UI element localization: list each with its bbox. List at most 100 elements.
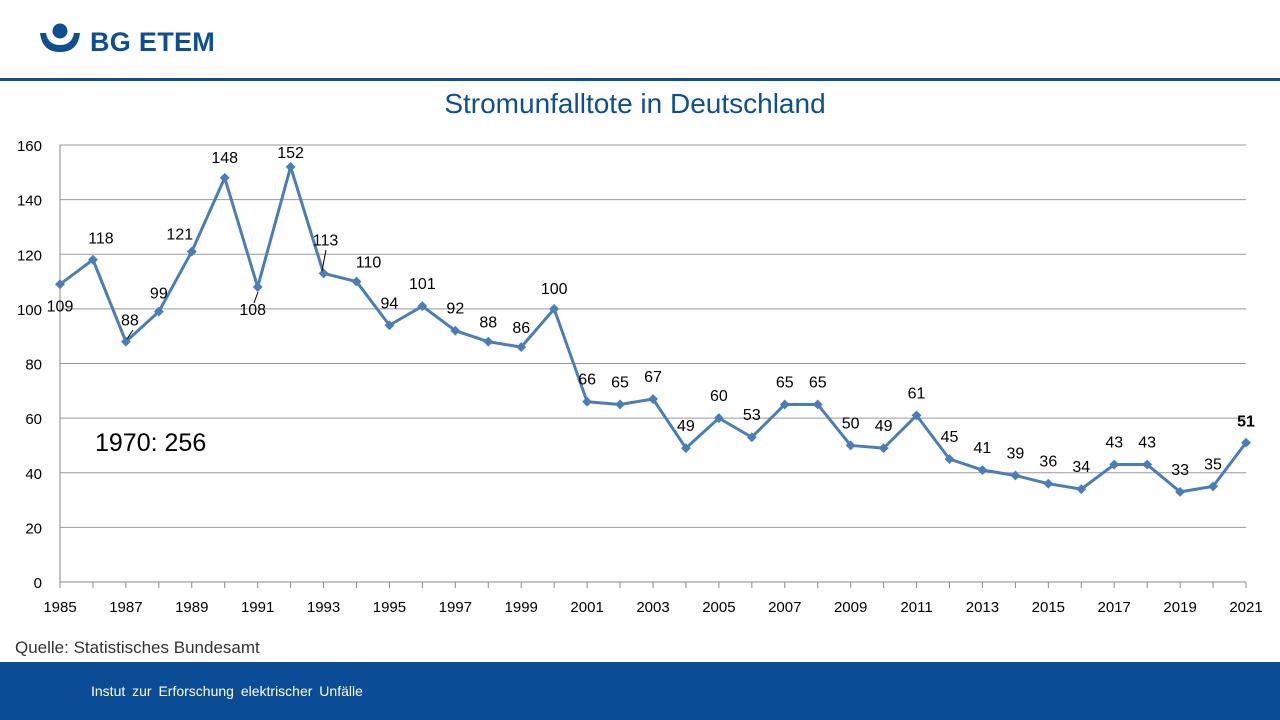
data-point [1109, 459, 1120, 470]
x-tick-label: 2011 [900, 599, 932, 616]
line-chart: 0 20 40 60 80 100 120 140 160 1985 1987 1989 1991 199… [17, 138, 1263, 616]
x-tick-label: 2013 [966, 599, 999, 616]
data-point [318, 268, 329, 279]
bg-logo-icon [40, 23, 80, 52]
data-point [680, 443, 691, 454]
x-tick-label: 2005 [702, 599, 735, 616]
x-tick-label: 1985 [43, 599, 76, 616]
chart-title: Stromunfalltote in Deutschland [444, 88, 826, 119]
data-point [384, 320, 395, 331]
y-tick-label: 20 [25, 520, 42, 537]
data-label: 50 [842, 415, 860, 432]
data-label-leader [126, 329, 134, 340]
x-tick-label: 1995 [373, 599, 406, 616]
series-line [59, 165, 1248, 494]
data-label: 88 [121, 313, 139, 330]
header-divider [0, 78, 1280, 81]
data-label: 35 [1204, 456, 1222, 473]
data-label: 109 [47, 298, 74, 315]
data-point [746, 432, 757, 443]
data-label: 148 [211, 150, 238, 167]
data-point [1043, 478, 1054, 489]
data-label: 65 [776, 374, 794, 391]
y-tick-label: 80 [25, 357, 42, 374]
data-label: 99 [150, 286, 168, 303]
data-point [615, 399, 626, 410]
y-tick-label: 100 [17, 302, 42, 319]
data-point [944, 454, 955, 465]
data-point [911, 410, 922, 421]
data-label: 152 [277, 145, 304, 162]
data-point [812, 399, 823, 410]
x-tick-label: 2017 [1098, 599, 1131, 616]
data-label: 61 [908, 385, 926, 402]
header: BG ETEM [0, 0, 1280, 81]
x-tick-label: 1987 [109, 599, 142, 616]
data-label: 101 [409, 276, 436, 293]
data-point [483, 336, 494, 347]
data-point [516, 342, 527, 353]
x-tick-label: 2003 [636, 599, 669, 616]
y-tick-label: 60 [25, 411, 42, 428]
y-tick-label: 120 [17, 247, 42, 264]
data-point [285, 161, 296, 172]
data-label: 67 [644, 369, 662, 386]
footer-bar: Instut zur Erforschung elektrischer Unfä… [0, 662, 1280, 720]
data-label: 33 [1171, 462, 1189, 479]
footer-text: Instut zur Erforschung elektrischer Unfä… [91, 683, 363, 699]
data-label: 66 [578, 372, 596, 389]
brand-logo[interactable]: BG ETEM [38, 22, 258, 62]
data-label: 49 [875, 418, 893, 435]
data-point [1208, 481, 1219, 492]
data-point [450, 325, 461, 336]
y-tick-label: 140 [17, 193, 42, 210]
data-label: 53 [743, 407, 761, 424]
data-label: 100 [541, 281, 568, 298]
data-point [845, 440, 856, 451]
x-tick-label: 2007 [768, 599, 801, 616]
data-point [153, 306, 164, 317]
x-tick-label: 2001 [570, 599, 603, 616]
x-tick-label: 2015 [1032, 599, 1065, 616]
x-tick-label: 1991 [241, 599, 274, 616]
data-point [1010, 470, 1021, 481]
y-tick-label: 160 [17, 138, 42, 155]
data-label: 118 [88, 231, 114, 248]
data-label: 51 [1237, 414, 1255, 431]
data-label: 94 [381, 295, 399, 312]
chart-annotation: 1970: 256 [95, 429, 206, 457]
data-label: 34 [1072, 459, 1090, 476]
data-label: 43 [1138, 435, 1156, 452]
data-point [878, 443, 889, 454]
x-tick-label: 1993 [307, 599, 340, 616]
x-tick-label: 2021 [1229, 599, 1262, 616]
data-point [1142, 459, 1153, 470]
x-tick-label: 1999 [505, 599, 538, 616]
source-note: Quelle: Statistisches Bundesamt [15, 638, 260, 657]
brand-name: BG ETEM [90, 27, 216, 57]
data-point [977, 465, 988, 475]
data-label: 92 [446, 301, 464, 318]
data-label: 121 [166, 227, 193, 244]
data-label-leader [253, 291, 259, 304]
data-point [417, 301, 428, 312]
x-tick-label: 1997 [439, 599, 472, 616]
data-point [219, 172, 230, 183]
data-label: 49 [677, 418, 695, 435]
x-tick-label: 2019 [1163, 599, 1196, 616]
data-point [1076, 484, 1087, 495]
data-label: 65 [611, 374, 629, 391]
data-point [252, 282, 263, 292]
data-label: 39 [1006, 445, 1024, 462]
data-point [1175, 486, 1186, 497]
data-point [351, 276, 362, 287]
data-point [186, 246, 197, 257]
data-label: 43 [1105, 435, 1123, 452]
x-tick-label: 1989 [175, 599, 208, 616]
data-point [713, 413, 724, 424]
data-label: 108 [239, 302, 266, 319]
data-point [648, 394, 658, 404]
data-point [1241, 437, 1251, 448]
x-tick-label: 2009 [834, 599, 867, 616]
data-point [779, 399, 790, 410]
